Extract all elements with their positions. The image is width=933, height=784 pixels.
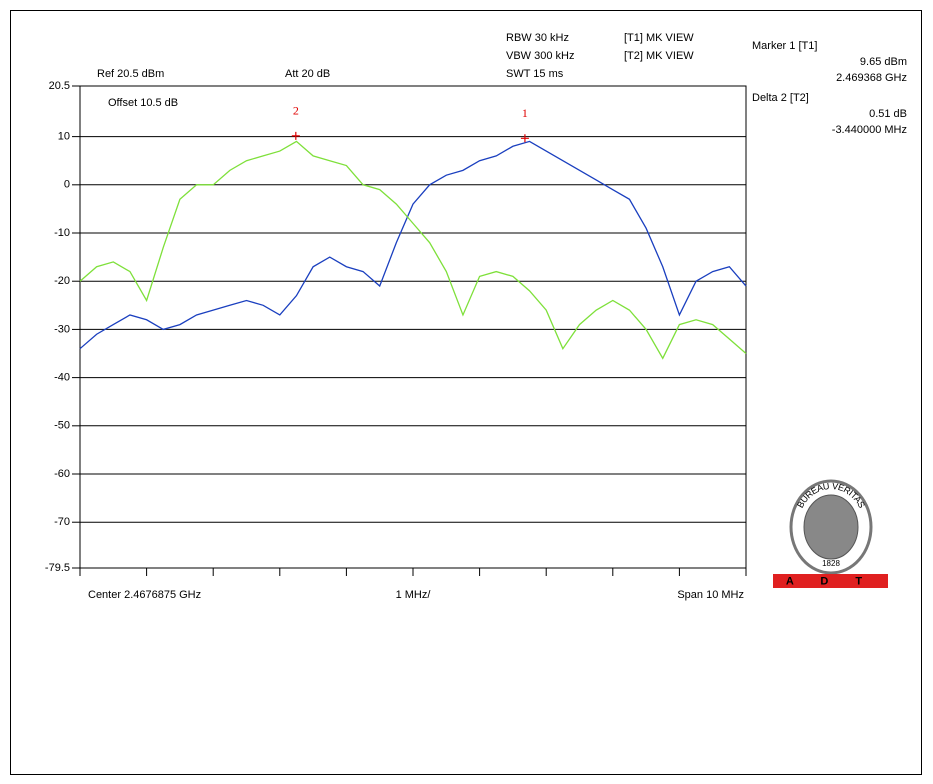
- y-tick-label: -60: [54, 468, 70, 480]
- delta-title: Delta 2 [T2]: [752, 92, 809, 104]
- marker-label: 1: [522, 106, 528, 120]
- y-tick-label: 0: [64, 179, 70, 191]
- y-tick-label: -79.5: [45, 562, 70, 574]
- delta-level: 0.51 dB: [869, 108, 907, 120]
- trace-1-mode: [T1] MK VIEW: [624, 32, 694, 44]
- marker: [291, 131, 300, 140]
- offset: Offset 10.5 dB: [108, 97, 178, 109]
- y-tick-label: -10: [54, 227, 70, 239]
- y-tick-label: -50: [54, 420, 70, 432]
- y-tick-label: -70: [54, 516, 70, 528]
- marker-freq: 2.469368 GHz: [836, 72, 907, 84]
- center-freq: Center 2.4676875 GHz: [88, 589, 201, 601]
- delta-freq: -3.440000 MHz: [832, 124, 907, 136]
- plot-frame: [79, 85, 747, 569]
- trace: [79, 140, 747, 350]
- marker-title: Marker 1 [T1]: [752, 40, 817, 52]
- rbw: RBW 30 kHz: [506, 32, 569, 44]
- logo-year: 1828: [822, 559, 840, 568]
- span: Span 10 MHz: [677, 589, 744, 601]
- vbw: VBW 300 kHz: [506, 50, 574, 62]
- logo-center: [803, 494, 859, 560]
- trace-2-mode: [T2] MK VIEW: [624, 50, 694, 62]
- y-tick-label: 20.5: [49, 80, 70, 92]
- sweep-time: SWT 15 ms: [506, 68, 564, 80]
- freq-per-div: 1 MHz/: [396, 589, 432, 601]
- y-tick-label: -30: [54, 323, 70, 335]
- y-tick-label: -20: [54, 275, 70, 287]
- marker-label: 2: [293, 104, 299, 118]
- marker-level: 9.65 dBm: [860, 56, 907, 68]
- screen-frame: [10, 10, 922, 775]
- y-tick-label: -40: [54, 372, 70, 384]
- ref-level: Ref 20.5 dBm: [97, 68, 164, 80]
- logo-band: [773, 574, 888, 588]
- marker: [520, 134, 529, 143]
- trace: [79, 140, 747, 360]
- logo: BUREAU VERITAS 1828 A D T: [773, 479, 888, 588]
- attenuation: Att 20 dB: [285, 68, 330, 80]
- y-tick-label: 10: [58, 131, 70, 143]
- logo-band-text: A D T: [786, 575, 874, 587]
